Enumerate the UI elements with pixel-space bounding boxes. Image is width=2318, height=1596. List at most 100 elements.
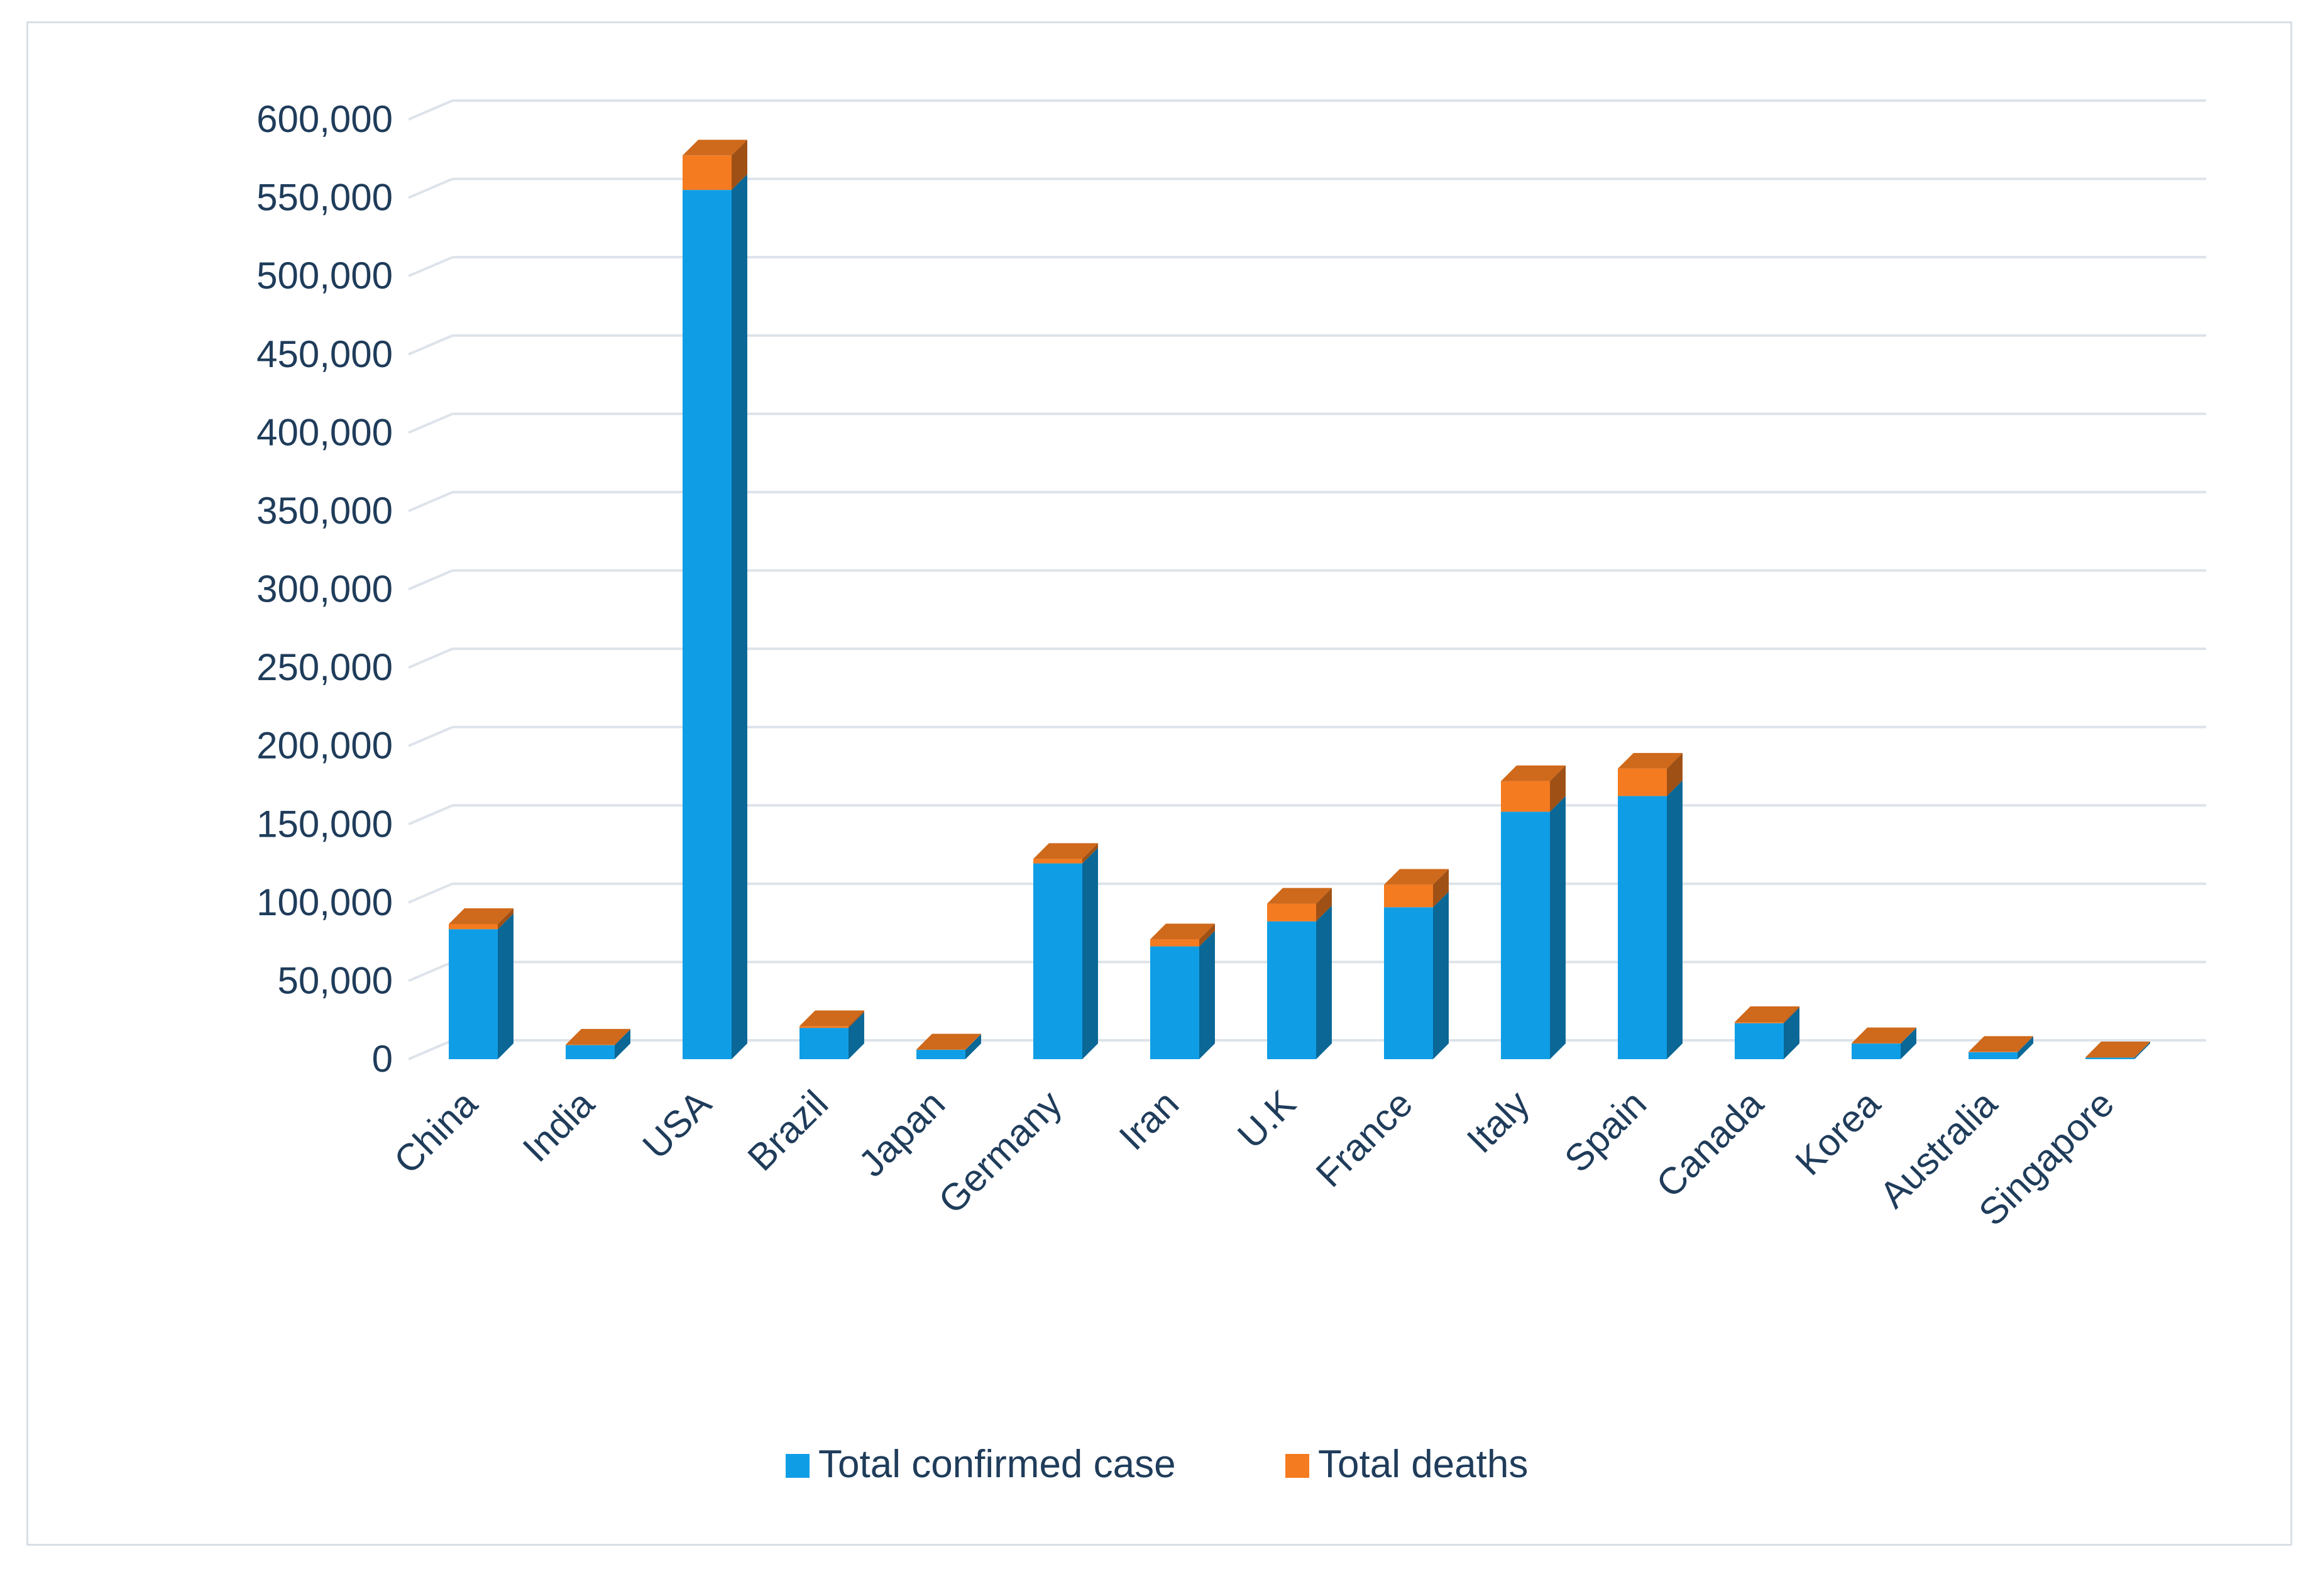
x-tick-label: Korea xyxy=(1788,1082,1889,1183)
bar-confirmed-spain xyxy=(1618,796,1667,1059)
bars xyxy=(449,140,2150,1059)
gridline xyxy=(408,412,453,434)
bar-confirmed-usa xyxy=(683,190,732,1059)
bar-group-china xyxy=(449,908,514,1059)
bar-confirmed-canada xyxy=(1735,1023,1784,1059)
y-tick-label: 400,000 xyxy=(256,411,393,453)
gridline xyxy=(408,725,453,747)
legend: Total confirmed case Total deaths xyxy=(786,1443,1528,1486)
bar-deaths-canada-side xyxy=(1784,1006,1799,1023)
gridline xyxy=(408,334,453,356)
bar-confirmed-italy xyxy=(1501,812,1550,1059)
bar-deaths-germany-side xyxy=(1082,843,1098,864)
bar-confirmed-singapore-side xyxy=(2134,1042,2150,1059)
bar-deaths-china-side xyxy=(498,908,514,930)
bar-confirmed-u-k xyxy=(1267,921,1316,1059)
y-tick-label: 500,000 xyxy=(256,255,393,297)
bar-deaths-italy-top xyxy=(1501,765,1566,781)
gridline xyxy=(408,1039,453,1060)
bar-deaths-usa-side xyxy=(732,140,747,190)
bar-deaths-usa-top xyxy=(683,140,747,156)
bar-confirmed-korea-side xyxy=(1901,1028,1916,1059)
bar-deaths-france-side xyxy=(1433,869,1449,908)
gridline xyxy=(408,569,453,591)
y-axis-ticks: 0 50,000 100,000 150,000 200,000 250,000 300,0… xyxy=(256,98,393,1080)
y-tick-label: 0 xyxy=(372,1038,393,1080)
bar-confirmed-india xyxy=(566,1045,615,1059)
y-tick-label: 250,000 xyxy=(256,646,393,688)
bar-deaths-china-top xyxy=(449,908,514,924)
bar-group-spain xyxy=(1618,752,1683,1059)
x-tick-label: Germany xyxy=(930,1082,1070,1222)
bar-confirmed-germany-side xyxy=(1082,847,1098,1059)
bar-group-korea xyxy=(1852,1027,1916,1059)
bar-confirmed-australia xyxy=(1969,1052,2018,1059)
x-tick-label: Iran xyxy=(1111,1082,1187,1158)
gridline xyxy=(408,647,453,669)
x-tick-label: India xyxy=(515,1082,603,1170)
gridline xyxy=(408,256,453,278)
legend-swatch-confirmed xyxy=(786,1454,810,1478)
y-tick-label: 300,000 xyxy=(256,568,393,610)
bar-confirmed-canada-side xyxy=(1784,1007,1799,1059)
gridline xyxy=(408,99,453,121)
bar-deaths-italy-side xyxy=(1550,765,1566,812)
bar-confirmed-iran-side xyxy=(1199,930,1215,1059)
bar-confirmed-usa-side xyxy=(732,174,747,1059)
bar-deaths-u-k-side xyxy=(1316,888,1332,922)
y-tick-label: 50,000 xyxy=(277,959,393,1001)
bar-deaths-japan-side xyxy=(965,1033,981,1050)
bar-deaths-iran xyxy=(1150,939,1199,947)
bar-confirmed-spain-side xyxy=(1667,780,1683,1059)
bar-confirmed-italy-side xyxy=(1550,796,1566,1059)
bar-deaths-canada xyxy=(1735,1021,1784,1023)
bar-confirmed-japan-side xyxy=(965,1034,981,1059)
bar-deaths-china xyxy=(449,923,498,930)
bar-confirmed-japan xyxy=(916,1050,965,1059)
bar-deaths-germany xyxy=(1033,859,1082,864)
bar-group-singapore xyxy=(2085,1042,2150,1059)
x-tick-label: France xyxy=(1308,1082,1420,1195)
bar-group-usa xyxy=(683,140,747,1059)
bar-deaths-singapore-side xyxy=(2134,1042,2150,1058)
bar-deaths-iran-top xyxy=(1150,923,1215,940)
x-tick-label: Italy xyxy=(1459,1082,1537,1161)
bar-group-australia xyxy=(1969,1036,2033,1059)
bar-deaths-france-top xyxy=(1384,869,1449,885)
gridline xyxy=(408,882,453,904)
y-tick-label: 100,000 xyxy=(256,881,393,923)
bar-deaths-brazil xyxy=(799,1026,849,1028)
bar-confirmed-australia-side xyxy=(2018,1036,2033,1059)
y-tick-label: 450,000 xyxy=(256,333,393,375)
x-tick-label: Spain xyxy=(1556,1082,1654,1180)
x-tick-label: China xyxy=(386,1082,486,1182)
bar-confirmed-brazil xyxy=(799,1028,849,1059)
bar-deaths-spain xyxy=(1618,768,1667,796)
bar-deaths-india-side xyxy=(615,1028,630,1045)
bar-group-iran xyxy=(1150,923,1215,1059)
bar-deaths-spain-side xyxy=(1667,752,1683,796)
bar-confirmed-china-side xyxy=(498,913,514,1059)
bar-confirmed-india-side xyxy=(615,1029,630,1059)
y-tick-label: 600,000 xyxy=(256,98,393,140)
bar-confirmed-korea xyxy=(1852,1043,1901,1059)
x-tick-label: USA xyxy=(635,1082,720,1167)
bar-deaths-germany-top xyxy=(1033,843,1098,859)
x-tick-label: Brazil xyxy=(740,1082,836,1179)
y-tick-label: 150,000 xyxy=(256,803,393,845)
chart-frame xyxy=(26,21,2292,1546)
legend-label-deaths: Total deaths xyxy=(1318,1443,1528,1486)
y-tick-label: 350,000 xyxy=(256,490,393,532)
bar-deaths-iran-side xyxy=(1199,923,1215,947)
bar-deaths-italy xyxy=(1501,781,1550,812)
bar-deaths-australia-top xyxy=(1969,1036,2033,1052)
gridline xyxy=(408,491,453,512)
bar-deaths-singapore xyxy=(2085,1057,2134,1058)
legend-swatch-deaths xyxy=(1285,1454,1309,1478)
bar-confirmed-france xyxy=(1384,907,1433,1059)
bar-deaths-korea-side xyxy=(1901,1027,1916,1044)
bar-group-brazil xyxy=(799,1010,864,1059)
bar-confirmed-u-k-side xyxy=(1316,905,1332,1059)
bar-group-u-k xyxy=(1267,888,1332,1059)
